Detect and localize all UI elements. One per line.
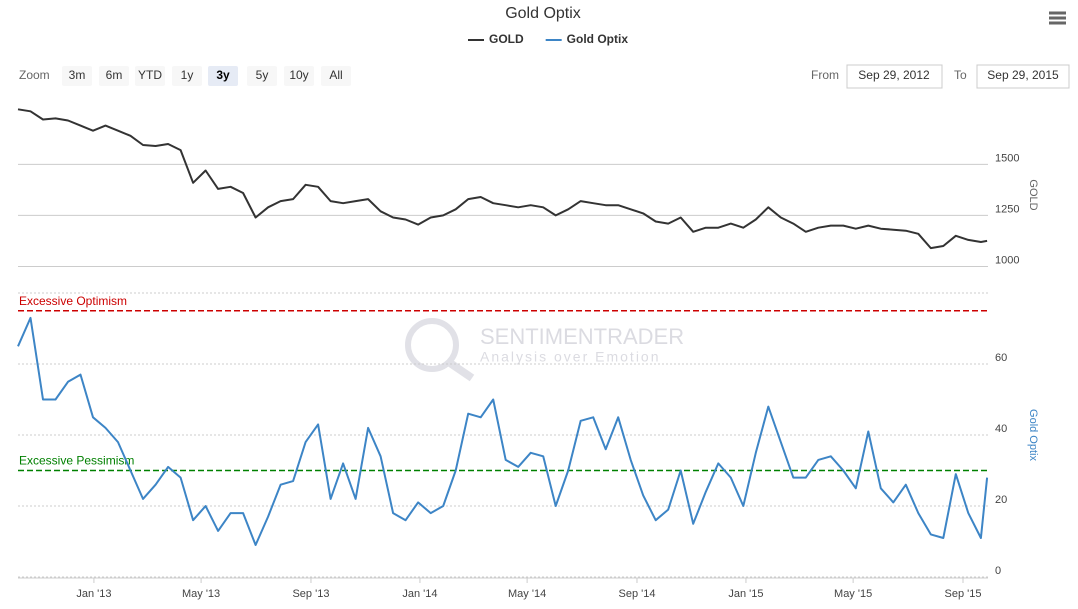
- watermark: SENTIMENTRADER Analysis over Emotion: [405, 318, 684, 382]
- y-tick-label: 0: [995, 565, 1001, 577]
- axis-title: GOLD: [1027, 179, 1039, 210]
- chart-title: Gold Optix: [505, 5, 581, 22]
- range-button-label[interactable]: 6m: [106, 68, 123, 82]
- range-button-label[interactable]: 5y: [256, 68, 269, 82]
- to-date[interactable]: Sep 29, 2015: [987, 68, 1059, 82]
- x-tick-label: Jan '13: [76, 588, 111, 600]
- range-button[interactable]: [172, 66, 202, 86]
- range-button[interactable]: [284, 66, 314, 86]
- from-label: From: [811, 68, 839, 82]
- y-tick-label: 1500: [995, 152, 1019, 164]
- watermark-icon: [447, 359, 475, 382]
- x-tick-label: Jan '15: [728, 588, 763, 600]
- range-button[interactable]: [247, 66, 277, 86]
- zoom-label: Zoom: [19, 68, 50, 82]
- plot-line-label: Excessive Optimism: [19, 294, 127, 308]
- to-input[interactable]: [976, 64, 1070, 89]
- menu-button[interactable]: [1040, 5, 1074, 31]
- y-tick-label: 20: [995, 494, 1007, 506]
- y-tick-label: 60: [995, 352, 1007, 364]
- series-line: [17, 316, 989, 546]
- axis-title: Gold Optix: [1027, 409, 1039, 461]
- range-button[interactable]: [208, 66, 238, 86]
- watermark-subtitle: Analysis over Emotion: [480, 349, 661, 365]
- range-button[interactable]: [135, 66, 165, 86]
- y-tick-label: 1000: [995, 254, 1019, 266]
- y-tick-label: 1250: [995, 203, 1019, 215]
- from-input[interactable]: [846, 64, 943, 89]
- menu-icon[interactable]: [1049, 11, 1066, 25]
- range-button-label[interactable]: 3m: [69, 68, 86, 82]
- range-button-label[interactable]: 3y: [216, 68, 230, 82]
- x-tick-label: Sep '13: [292, 588, 329, 600]
- range-button[interactable]: [99, 66, 129, 86]
- legend-label[interactable]: Gold Optix: [567, 32, 629, 46]
- x-tick-label: Sep '15: [945, 588, 982, 600]
- from-date[interactable]: Sep 29, 2012: [858, 68, 930, 82]
- range-button-label[interactable]: All: [329, 68, 342, 82]
- plot-line-label: Excessive Pessimism: [19, 454, 134, 468]
- range-button[interactable]: [321, 66, 351, 86]
- watermark-title: SENTIMENTRADER: [480, 324, 684, 349]
- x-tick-label: Jan '14: [402, 588, 437, 600]
- x-tick-label: Sep '14: [618, 588, 655, 600]
- legend-label[interactable]: GOLD: [489, 32, 524, 46]
- range-button-label[interactable]: YTD: [138, 68, 162, 82]
- to-label: To: [954, 68, 967, 82]
- series-line: [17, 108, 988, 250]
- range-button[interactable]: [62, 66, 92, 86]
- x-tick-label: May '14: [508, 588, 546, 600]
- y-tick-label: 40: [995, 423, 1007, 435]
- range-button-label[interactable]: 1y: [181, 68, 194, 82]
- range-button-label[interactable]: 10y: [289, 68, 308, 82]
- x-tick-label: May '15: [834, 588, 872, 600]
- x-tick-label: May '13: [182, 588, 220, 600]
- watermark-icon: [405, 318, 459, 372]
